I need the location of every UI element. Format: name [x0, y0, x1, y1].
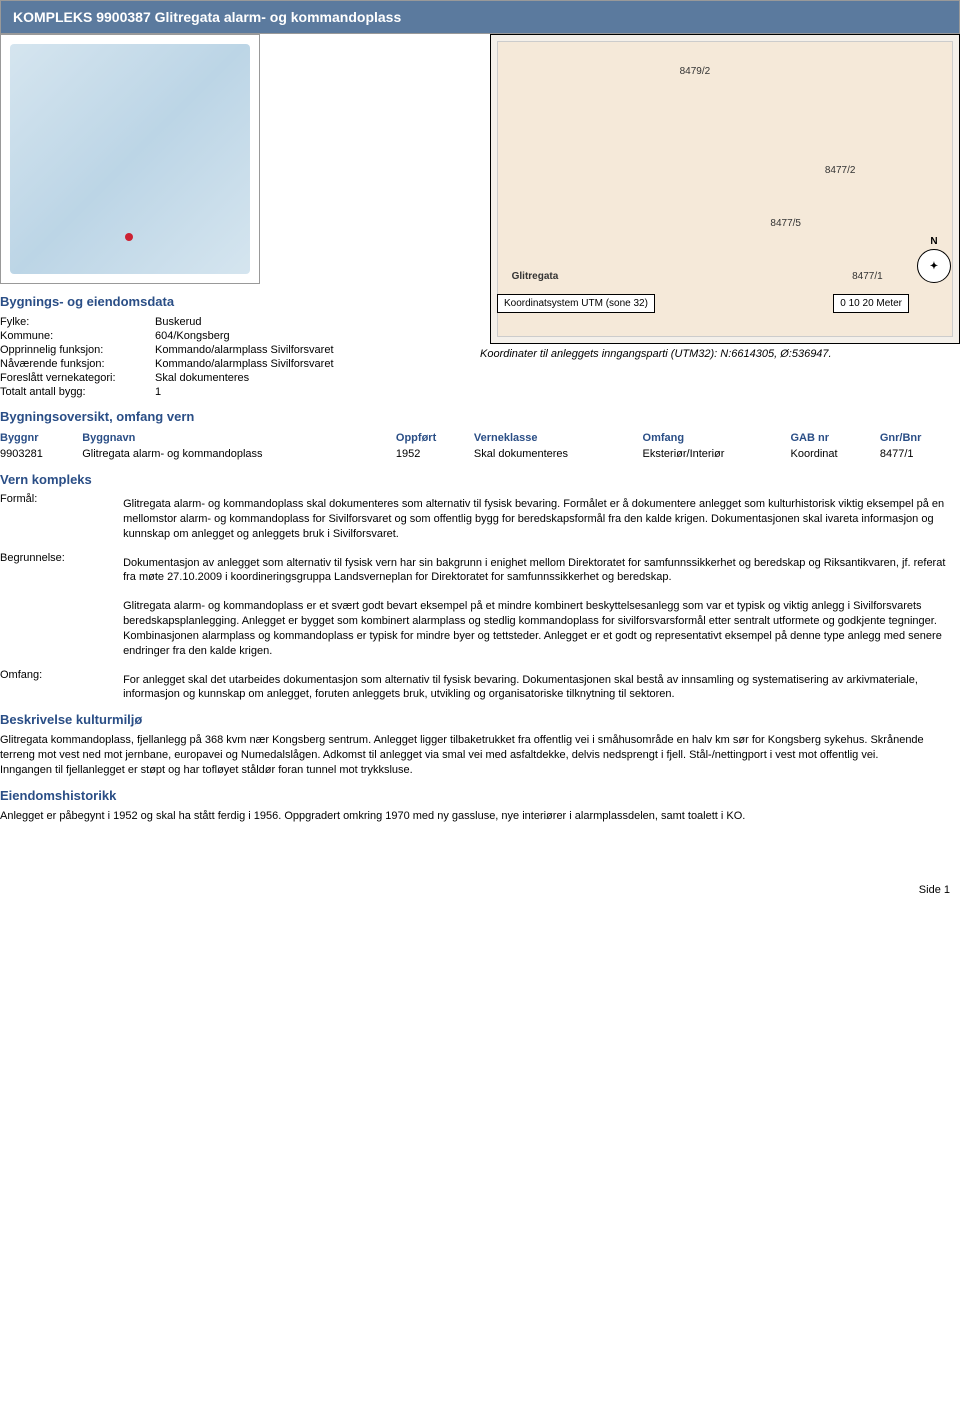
kultur-text: Glitregata kommandoplass, fjellanlegg på… — [0, 733, 960, 778]
overview-title: Bygningsoversikt, omfang vern — [0, 409, 960, 424]
formal-text: Glitregata alarm- og kommandoplass skal … — [123, 497, 953, 542]
bygdata-title: Bygnings- og eiendomsdata — [0, 294, 460, 309]
begrunnelse-label: Begrunnelse: — [0, 552, 120, 564]
norway-map — [0, 34, 260, 284]
scale-box: 0 10 20 Meter — [833, 294, 909, 313]
begrunnelse-text-1: Dokumentasjon av anlegget som alternativ… — [123, 556, 953, 586]
utm-box: Koordinatsystem UTM (sone 32) — [497, 294, 655, 313]
map-caption: Koordinater til anleggets inngangsparti … — [480, 348, 960, 360]
formal-label: Formål: — [0, 493, 120, 505]
bygdata-table: Fylke:Buskerud Kommune:604/Kongsberg Opp… — [0, 315, 342, 399]
kultur-title: Beskrivelse kulturmiljø — [0, 712, 960, 727]
omfang-label: Omfang: — [0, 669, 120, 681]
omfang-text: For anlegget skal det utarbeides dokumen… — [123, 673, 953, 703]
site-map: Koordinater: N:6614305, Ø:536947 Eiendom… — [490, 34, 960, 344]
overview-table: Byggnr Byggnavn Oppført Verneklasse Omfa… — [0, 430, 960, 462]
historikk-text: Anlegget er påbegynt i 1952 og skal ha s… — [0, 809, 960, 824]
historikk-title: Eiendomshistorikk — [0, 788, 960, 803]
table-row: 9903281 Glitregata alarm- og kommandopla… — [0, 446, 960, 462]
begrunnelse-text-2: Glitregata alarm- og kommandoplass er et… — [123, 599, 953, 658]
page-header: KOMPLEKS 9900387 Glitregata alarm- og ko… — [0, 0, 960, 34]
page-footer: Side 1 — [0, 884, 960, 896]
compass-icon: ✦ — [917, 249, 951, 283]
vern-title: Vern kompleks — [0, 472, 960, 487]
